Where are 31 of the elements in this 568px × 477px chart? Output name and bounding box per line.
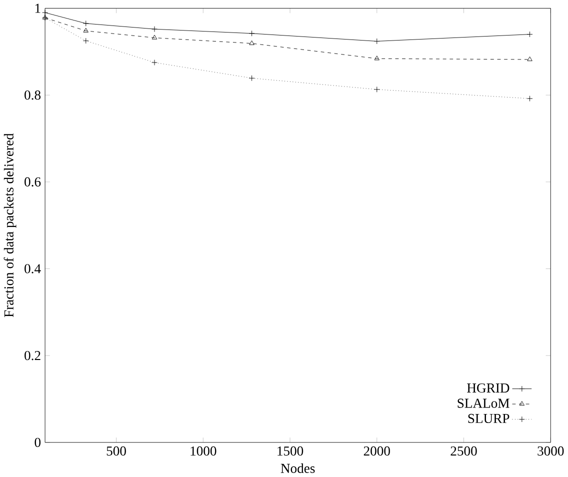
x-tick-label: 1500 xyxy=(278,446,304,456)
y-axis-title: Fraction of data packets delivered xyxy=(4,133,16,318)
point xyxy=(374,38,380,44)
x-tick-label: 2000 xyxy=(364,446,390,456)
point xyxy=(152,26,158,32)
point xyxy=(374,56,380,60)
point xyxy=(526,96,533,102)
y-tick-label: 0.4 xyxy=(24,264,41,274)
x-axis-title: Nodes xyxy=(280,464,315,474)
y-tick-label: 1 xyxy=(35,4,40,13)
point xyxy=(249,40,254,46)
y-tick-label: 0.8 xyxy=(24,90,41,100)
legend-label: SLALoM xyxy=(458,398,510,408)
x-tick-label: 1000 xyxy=(190,446,216,456)
legend-label: SLURP xyxy=(468,414,510,424)
x-tick-label: 3000 xyxy=(538,446,564,456)
point xyxy=(152,60,158,66)
point xyxy=(248,30,255,37)
point xyxy=(42,10,48,16)
point xyxy=(82,38,89,44)
x-tick-label: 2500 xyxy=(450,446,477,456)
y-tick-label: 0 xyxy=(34,438,41,448)
point xyxy=(248,75,255,82)
point xyxy=(152,34,158,40)
legend-label: HGRID xyxy=(467,384,510,393)
point xyxy=(374,86,380,93)
point xyxy=(527,56,532,62)
point xyxy=(526,31,533,38)
x-tick-label: 500 xyxy=(106,446,126,456)
y-tick-label: 0.6 xyxy=(24,177,41,187)
y-tick-label: 0.2 xyxy=(24,351,40,360)
